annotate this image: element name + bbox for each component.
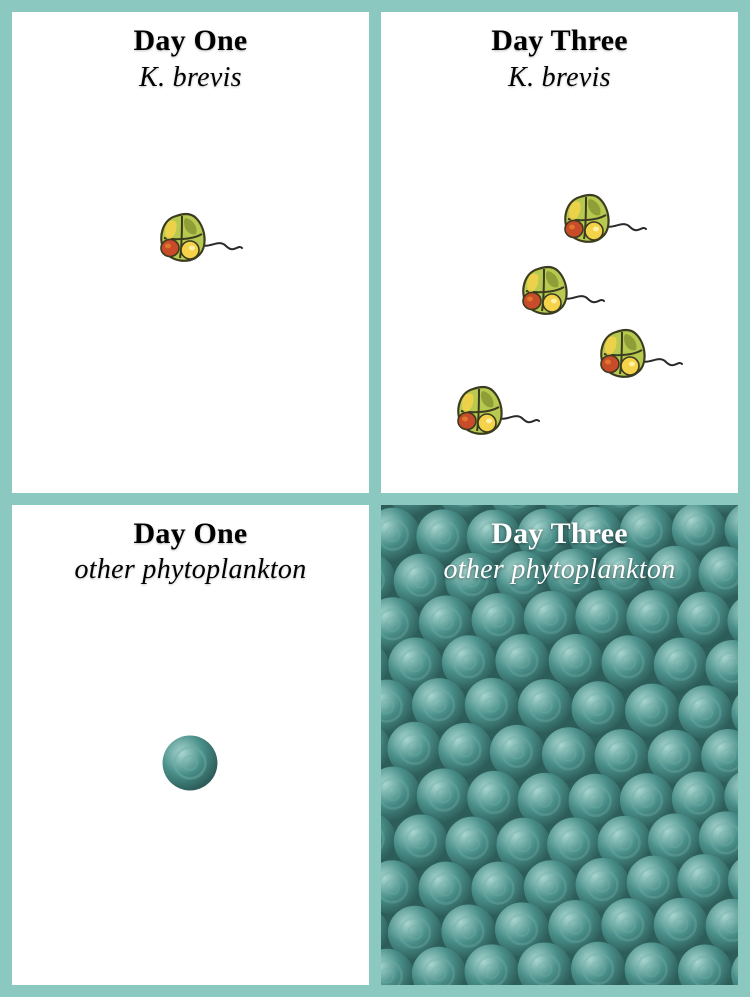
kbrevis-cell (552, 185, 648, 262)
phytoplankton-ball-icon (162, 735, 218, 791)
kbrevis-icon (445, 377, 541, 449)
panel-header: Day Three K. brevis (381, 12, 738, 95)
panel-day3-phyto: Day Three other phytoplankton (381, 505, 738, 986)
panel-title: Day One (12, 22, 369, 60)
kbrevis-icon (510, 257, 606, 329)
kbrevis-cell (588, 320, 684, 397)
kbrevis-icon (552, 185, 648, 257)
panel-subtitle: other phytoplankton (381, 552, 738, 587)
kbrevis-cell (445, 377, 541, 454)
phytoplankton-ball (162, 735, 218, 796)
panel-day1-phyto: Day One other phytoplankton (12, 505, 369, 986)
panel-day1-kbrevis: Day One K. brevis (12, 12, 369, 493)
panel-header: Day One other phytoplankton (12, 505, 369, 588)
kbrevis-icon (588, 320, 684, 392)
kbrevis-cell (148, 204, 244, 281)
kbrevis-icon (148, 204, 244, 276)
panel-subtitle: other phytoplankton (12, 552, 369, 587)
panel-title: Day One (12, 515, 369, 553)
panel-header: Day Three other phytoplankton (381, 505, 738, 588)
panel-header: Day One K. brevis (12, 12, 369, 95)
panel-title: Day Three (381, 515, 738, 553)
panel-subtitle: K. brevis (381, 60, 738, 95)
panel-subtitle: K. brevis (12, 60, 369, 95)
figure-frame: Day One K. brevis Day Three K. brevis (0, 0, 750, 997)
panel-title: Day Three (381, 22, 738, 60)
figure-grid: Day One K. brevis Day Three K. brevis (12, 12, 738, 985)
panel-day3-kbrevis: Day Three K. brevis (381, 12, 738, 493)
